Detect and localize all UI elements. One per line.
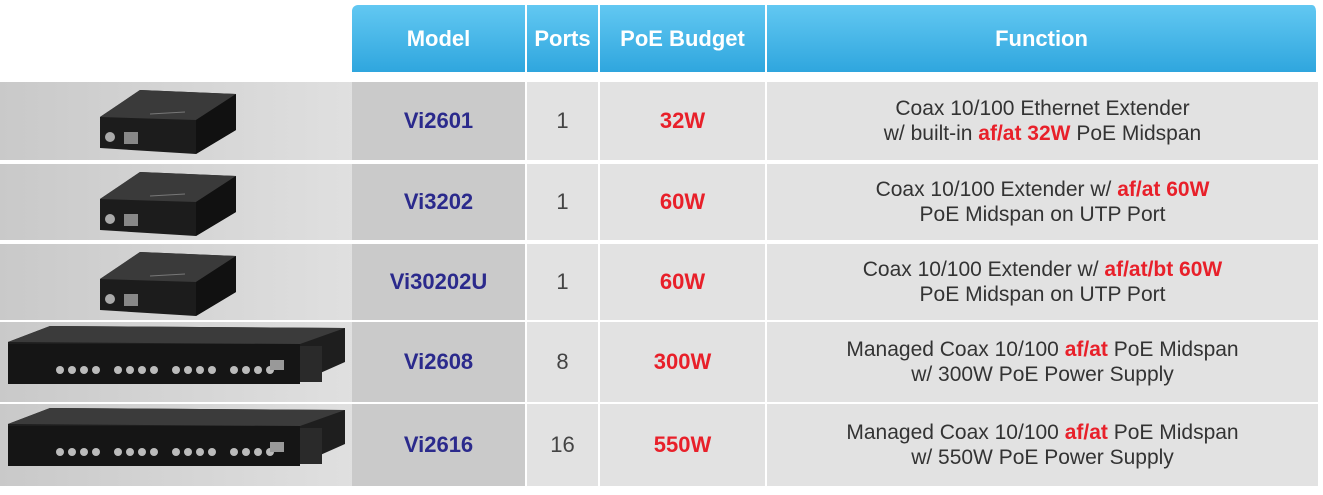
budget-cell: 60W xyxy=(600,244,767,320)
budget-cell: 60W xyxy=(600,164,767,240)
function-text: PoE Midspan xyxy=(1108,338,1239,361)
function-line: w/ built-in af/at 32W PoE Midspan xyxy=(884,121,1201,146)
function-text: PoE Midspan on UTP Port xyxy=(920,203,1166,226)
function-text: af/at 60W xyxy=(1117,178,1209,201)
header-cell: Function xyxy=(767,5,1318,72)
function-line: Coax 10/100 Extender w/ af/at 60W xyxy=(876,177,1210,202)
model-cell: Vi2616 xyxy=(352,404,527,486)
function-line: Managed Coax 10/100 af/at PoE Midspan xyxy=(846,337,1238,362)
product-table: ModelPortsPoE BudgetFunctionVi2601132WCo… xyxy=(0,0,1323,495)
model-cell: Vi2608 xyxy=(352,322,527,402)
function-text: PoE Midspan on UTP Port xyxy=(920,283,1166,306)
ports-cell: 1 xyxy=(527,82,600,160)
ports-cell: 16 xyxy=(527,404,600,486)
function-text: af/at 32W xyxy=(978,122,1070,145)
header-cell: PoE Budget xyxy=(600,5,767,72)
function-line: Coax 10/100 Extender w/ af/at/bt 60W xyxy=(863,257,1223,282)
function-text: w/ 300W PoE Power Supply xyxy=(911,363,1174,386)
function-line: PoE Midspan on UTP Port xyxy=(920,282,1166,307)
device-image xyxy=(0,322,350,402)
function-text: af/at xyxy=(1065,338,1108,361)
function-text: w/ 550W PoE Power Supply xyxy=(911,446,1174,469)
ports-cell: 8 xyxy=(527,322,600,402)
function-text: w/ built-in xyxy=(884,122,979,145)
ports-cell: 1 xyxy=(527,164,600,240)
budget-cell: 550W xyxy=(600,404,767,486)
function-line: w/ 300W PoE Power Supply xyxy=(911,362,1174,387)
function-text: Coax 10/100 Extender w/ xyxy=(876,178,1118,201)
function-text: Managed Coax 10/100 xyxy=(846,338,1064,361)
function-text: Coax 10/100 Extender w/ xyxy=(863,258,1105,281)
budget-cell: 300W xyxy=(600,322,767,402)
device-image xyxy=(0,244,350,320)
function-line: Coax 10/100 Ethernet Extender xyxy=(895,96,1189,121)
function-text: Managed Coax 10/100 xyxy=(846,421,1064,444)
device-image xyxy=(0,82,350,160)
header-cell: Model xyxy=(352,5,527,72)
function-text: af/at xyxy=(1065,421,1108,444)
model-cell: Vi3202 xyxy=(352,164,527,240)
model-cell: Vi30202U xyxy=(352,244,527,320)
function-text: Coax 10/100 Ethernet Extender xyxy=(895,97,1189,120)
function-line: PoE Midspan on UTP Port xyxy=(920,202,1166,227)
device-image xyxy=(0,164,350,240)
function-text: PoE Midspan xyxy=(1108,421,1239,444)
header-cell: Ports xyxy=(527,5,600,72)
model-cell: Vi2601 xyxy=(352,82,527,160)
function-line: w/ 550W PoE Power Supply xyxy=(911,445,1174,470)
function-text: af/at/bt 60W xyxy=(1104,258,1222,281)
device-image xyxy=(0,404,350,486)
budget-cell: 32W xyxy=(600,82,767,160)
function-text: PoE Midspan xyxy=(1070,122,1201,145)
ports-cell: 1 xyxy=(527,244,600,320)
function-line: Managed Coax 10/100 af/at PoE Midspan xyxy=(846,420,1238,445)
